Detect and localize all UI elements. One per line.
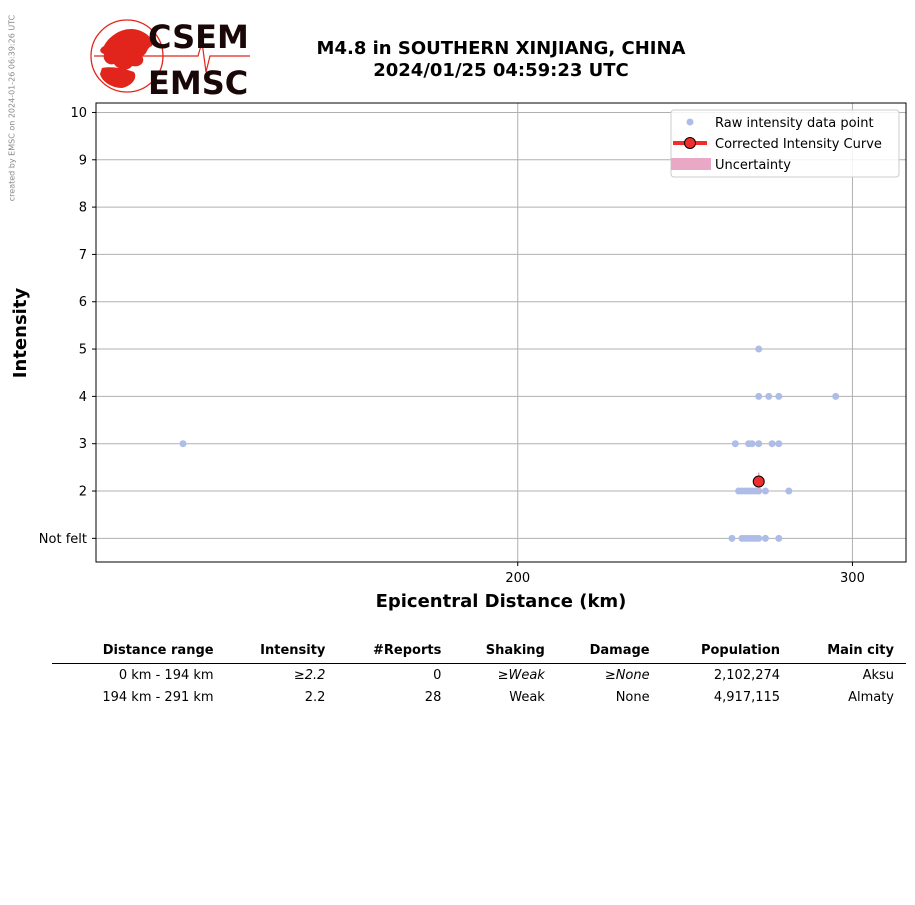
cell-reports: 0	[433, 668, 442, 683]
raw-data-point	[731, 440, 739, 448]
x-tick-label: 200	[505, 571, 530, 586]
plot-frame	[95, 102, 907, 563]
cell-damage: None	[615, 690, 650, 705]
raw-data-point	[748, 440, 756, 448]
y-tick-label: 6	[79, 295, 87, 310]
cell-reports: 28	[424, 690, 442, 705]
grid	[96, 103, 906, 562]
corrected-intensity-point	[752, 475, 765, 488]
summary-table: Distance range Intensity #Reports Shakin…	[52, 640, 906, 708]
legend-curve-label: Corrected Intensity Curve	[715, 137, 882, 152]
raw-data-point	[728, 534, 736, 542]
y-tick-label: 3	[79, 437, 87, 452]
intensity-chart: Not felt 2 3 4 5 6 7 8 9 10 200 300 Epicentral Dist…	[10, 102, 907, 612]
cell-intensity: ≥2.2	[293, 668, 326, 683]
header-damage: Damage	[556, 640, 662, 664]
chart-title-line1: M4.8 in SOUTHERN XINJIANG, CHINA	[316, 38, 686, 59]
raw-data-point	[765, 392, 773, 400]
svg-text:CSEM: CSEM	[148, 18, 249, 56]
x-axis-label: Epicentral Distance (km)	[376, 591, 627, 612]
cell-damage: ≥None	[604, 668, 650, 683]
legend: Raw intensity data point Corrected Inten…	[670, 109, 900, 178]
raw-data-point	[761, 534, 769, 542]
cell-population: 2,102,274	[713, 668, 781, 683]
header-main-city: Main city	[792, 640, 906, 664]
x-tick-label: 300	[840, 571, 865, 586]
header-shaking: Shaking	[453, 640, 557, 664]
table-row: 0 km - 194 km ≥2.2 0 ≥Weak ≥None 2,102,2…	[52, 664, 906, 687]
raw-data-point	[775, 534, 783, 542]
header-population: Population	[661, 640, 793, 664]
cell-shaking: Weak	[509, 690, 545, 705]
raw-data-point	[179, 440, 187, 448]
legend-raw-label: Raw intensity data point	[715, 116, 874, 131]
raw-data-point	[761, 487, 769, 495]
y-axis-label: Intensity	[10, 288, 31, 379]
raw-data-point	[755, 487, 763, 495]
y-tick-label: 4	[79, 390, 87, 405]
legend-box	[670, 109, 900, 178]
cell-population: 4,917,115	[713, 690, 781, 705]
raw-data-point	[755, 345, 763, 353]
summary-table-container: Distance range Intensity #Reports Shakin…	[52, 640, 906, 708]
raw-data-point	[755, 392, 763, 400]
header-reports: #Reports	[337, 640, 454, 664]
legend-uncertainty-label: Uncertainty	[715, 158, 791, 173]
cell-main-city: Almaty	[848, 690, 894, 705]
y-tick-label: Not felt	[39, 532, 87, 547]
cell-main-city: Aksu	[862, 668, 894, 683]
y-tick-label: 8	[79, 201, 87, 216]
cell-intensity: 2.2	[304, 690, 326, 705]
table-row: 194 km - 291 km 2.2 28 Weak None 4,917,1…	[52, 686, 906, 708]
axis-ticks: Not felt 2 3 4 5 6 7 8 9 10 200 300	[39, 106, 865, 586]
raw-data-point	[755, 440, 763, 448]
y-tick-label: 7	[79, 248, 87, 263]
cell-shaking: ≥Weak	[497, 668, 545, 683]
raw-data-point	[775, 440, 783, 448]
y-tick-label: 9	[79, 153, 87, 168]
raw-data-point	[785, 487, 793, 495]
header-distance-range: Distance range	[52, 640, 226, 664]
chart-title-line2: 2024/01/25 04:59:23 UTC	[373, 60, 629, 81]
y-tick-label: 2	[79, 485, 87, 500]
raw-data-point	[775, 392, 783, 400]
table-header-row: Distance range Intensity #Reports Shakin…	[52, 640, 906, 664]
legend-uncertainty-swatch	[671, 158, 711, 170]
legend-curve-marker	[684, 137, 696, 149]
chart-title: M4.8 in SOUTHERN XINJIANG, CHINA 2024/01…	[290, 38, 712, 82]
raw-data-point	[755, 534, 763, 542]
y-tick-label: 5	[79, 343, 87, 358]
header-intensity: Intensity	[225, 640, 338, 664]
raw-data-point	[832, 392, 840, 400]
raw-data-point	[768, 440, 776, 448]
data-marks	[179, 345, 840, 542]
cell-range: 194 km - 291 km	[102, 690, 214, 705]
emsc-logo: CSEM EMSC	[90, 18, 250, 100]
y-tick-label: 10	[70, 106, 87, 121]
svg-text:EMSC: EMSC	[148, 64, 248, 100]
legend-raw-marker	[686, 118, 694, 126]
cell-range: 0 km - 194 km	[118, 668, 214, 683]
